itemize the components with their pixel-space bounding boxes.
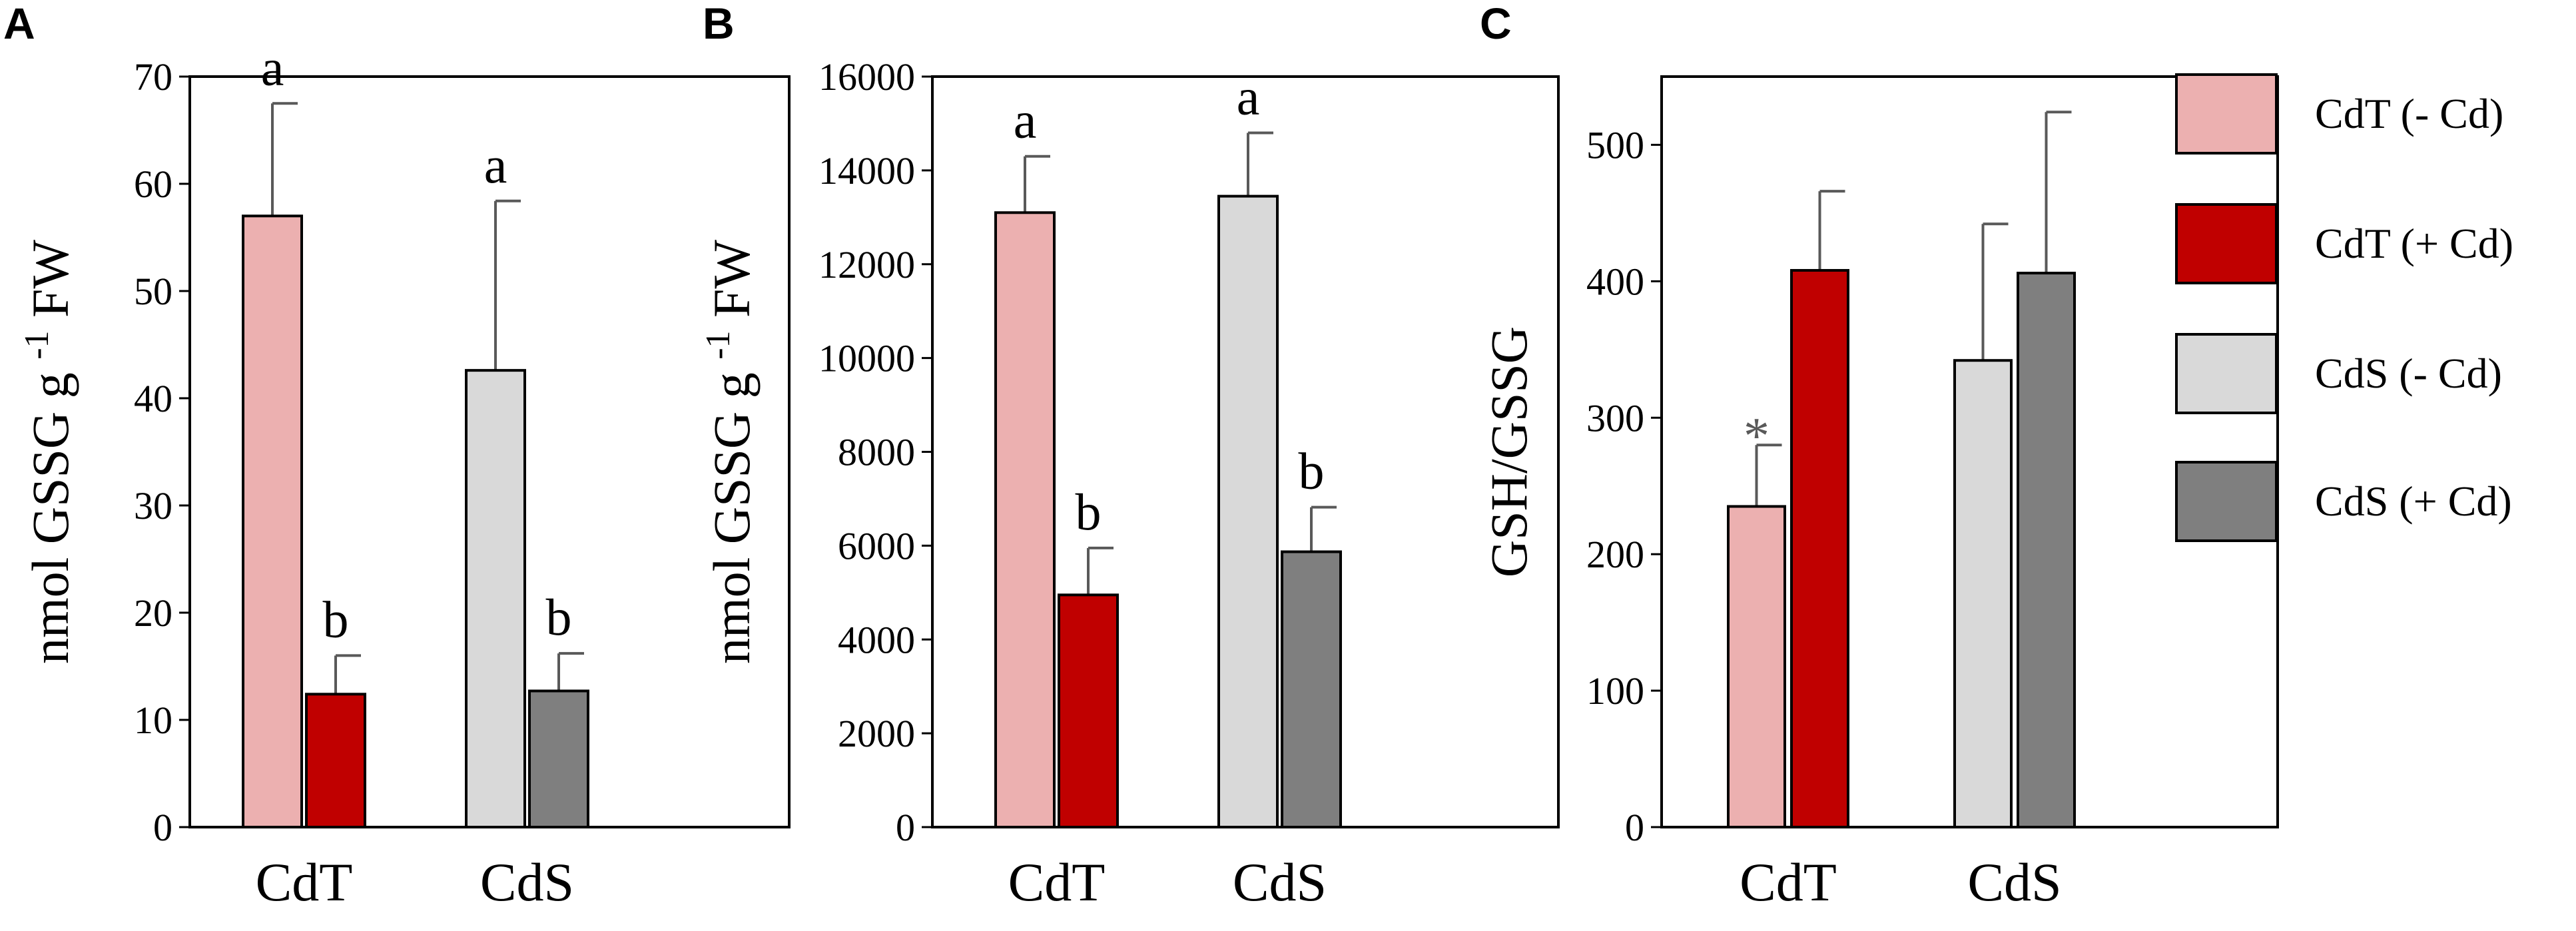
panel-b: B 0 2000 4000 6000 8000 10000 12000 14000 16000 a b…: [699, 0, 1560, 912]
plot-frame: [1660, 75, 2279, 828]
y-axis-label: nmol GSSG g -1 FW: [699, 240, 761, 664]
legend-swatch: [2175, 461, 2278, 542]
y-axis-label-text: nmol GSSG g: [21, 360, 79, 664]
y-tick-label: 300: [1586, 396, 1644, 440]
y-tick-label: 4000: [838, 618, 915, 661]
bar: [994, 211, 1056, 828]
y-tick-label: 12000: [818, 243, 915, 286]
bar: [1790, 268, 1849, 829]
y-axis-label-text: FW: [703, 240, 761, 331]
y-tick-label: 200: [1586, 533, 1644, 576]
legend-label: CdT (+ Cd): [2315, 220, 2513, 267]
y-tick-label: 0: [1625, 806, 1644, 849]
y-axis-label: nmol GSSG g -1 FW: [18, 240, 79, 664]
plot-frame: [188, 75, 791, 828]
y-tick-label: 10: [134, 699, 172, 742]
panel-c: C 0 100 200 300 400 500 * CdT CdS GSH/GSSG: [1480, 0, 2279, 912]
y-tick-label: 20: [134, 591, 172, 635]
y-tick-label: 100: [1586, 669, 1644, 713]
significance-letter: a: [261, 38, 284, 96]
legend-label: CdT (- Cd): [2315, 90, 2503, 137]
legend-label: CdS (+ Cd): [2315, 477, 2512, 525]
y-axis-label-text: FW: [21, 240, 79, 331]
significance-letter: a: [1014, 91, 1037, 149]
y-tick-label: 60: [134, 162, 172, 206]
legend-label: CdS (- Cd): [2315, 350, 2502, 397]
significance-letter: b: [546, 588, 572, 646]
y-tick-label: 6000: [838, 524, 915, 567]
bar: [2017, 272, 2076, 828]
x-category-label: CdT: [256, 852, 353, 912]
y-axis-label-text: GSH/GSSG: [1480, 326, 1538, 577]
bar: [465, 369, 526, 828]
y-tick-label: 10000: [818, 337, 915, 380]
significance-letter: b: [1076, 483, 1102, 541]
y-tick-label: 0: [153, 806, 172, 849]
panel-label: A: [3, 0, 35, 48]
y-tick-label: 50: [134, 270, 172, 313]
y-tick-label: 40: [134, 377, 172, 420]
legend-swatch: [2175, 333, 2278, 414]
y-tick-label: 500: [1586, 123, 1644, 166]
bar: [305, 693, 366, 828]
y-axis-label-superscript: -1: [699, 330, 737, 359]
significance-star: *: [1744, 406, 1770, 464]
significance-letter: b: [323, 590, 349, 648]
y-tick-label: 400: [1586, 260, 1644, 303]
y-tick-label: 14000: [818, 149, 915, 192]
y-tick-label: 2000: [838, 712, 915, 755]
bar: [1058, 593, 1119, 828]
x-category-label: CdS: [1967, 852, 2061, 912]
x-category-label: CdT: [1008, 852, 1106, 912]
bar: [528, 689, 589, 829]
x-category-label: CdS: [480, 852, 574, 912]
bar: [1727, 505, 1786, 828]
panel-label: B: [703, 0, 735, 48]
y-tick-label: 30: [134, 484, 172, 527]
y-axis-label-superscript: -1: [18, 330, 56, 359]
y-tick-label: 16000: [818, 55, 915, 99]
significance-letter: a: [484, 136, 507, 194]
bar: [1281, 550, 1342, 828]
legend-swatch: [2175, 73, 2278, 155]
bar: [1953, 359, 2013, 828]
legend-swatch: [2175, 203, 2278, 284]
x-category-label: CdS: [1233, 852, 1327, 912]
bar: [1217, 194, 1279, 829]
y-tick-label: 0: [896, 806, 915, 849]
y-tick-label: 70: [134, 55, 172, 99]
y-axis-label-text: nmol GSSG g: [703, 360, 761, 664]
x-category-label: CdT: [1740, 852, 1837, 912]
plot-frame: [931, 75, 1560, 828]
y-axis-label: GSH/GSSG: [1480, 326, 1538, 577]
bar: [242, 214, 303, 828]
legend: CdT (- Cd) CdT (+ Cd) CdS (- Cd) CdS (+ Cd): [2175, 73, 2513, 542]
panel-a: A 0 10 20 30 40 50 60 70 a b a b CdT CdS nmol GSSG g -1…: [3, 0, 791, 912]
significance-letter: b: [1299, 442, 1325, 500]
panel-label: C: [1480, 0, 1512, 48]
y-tick-label: 8000: [838, 431, 915, 474]
